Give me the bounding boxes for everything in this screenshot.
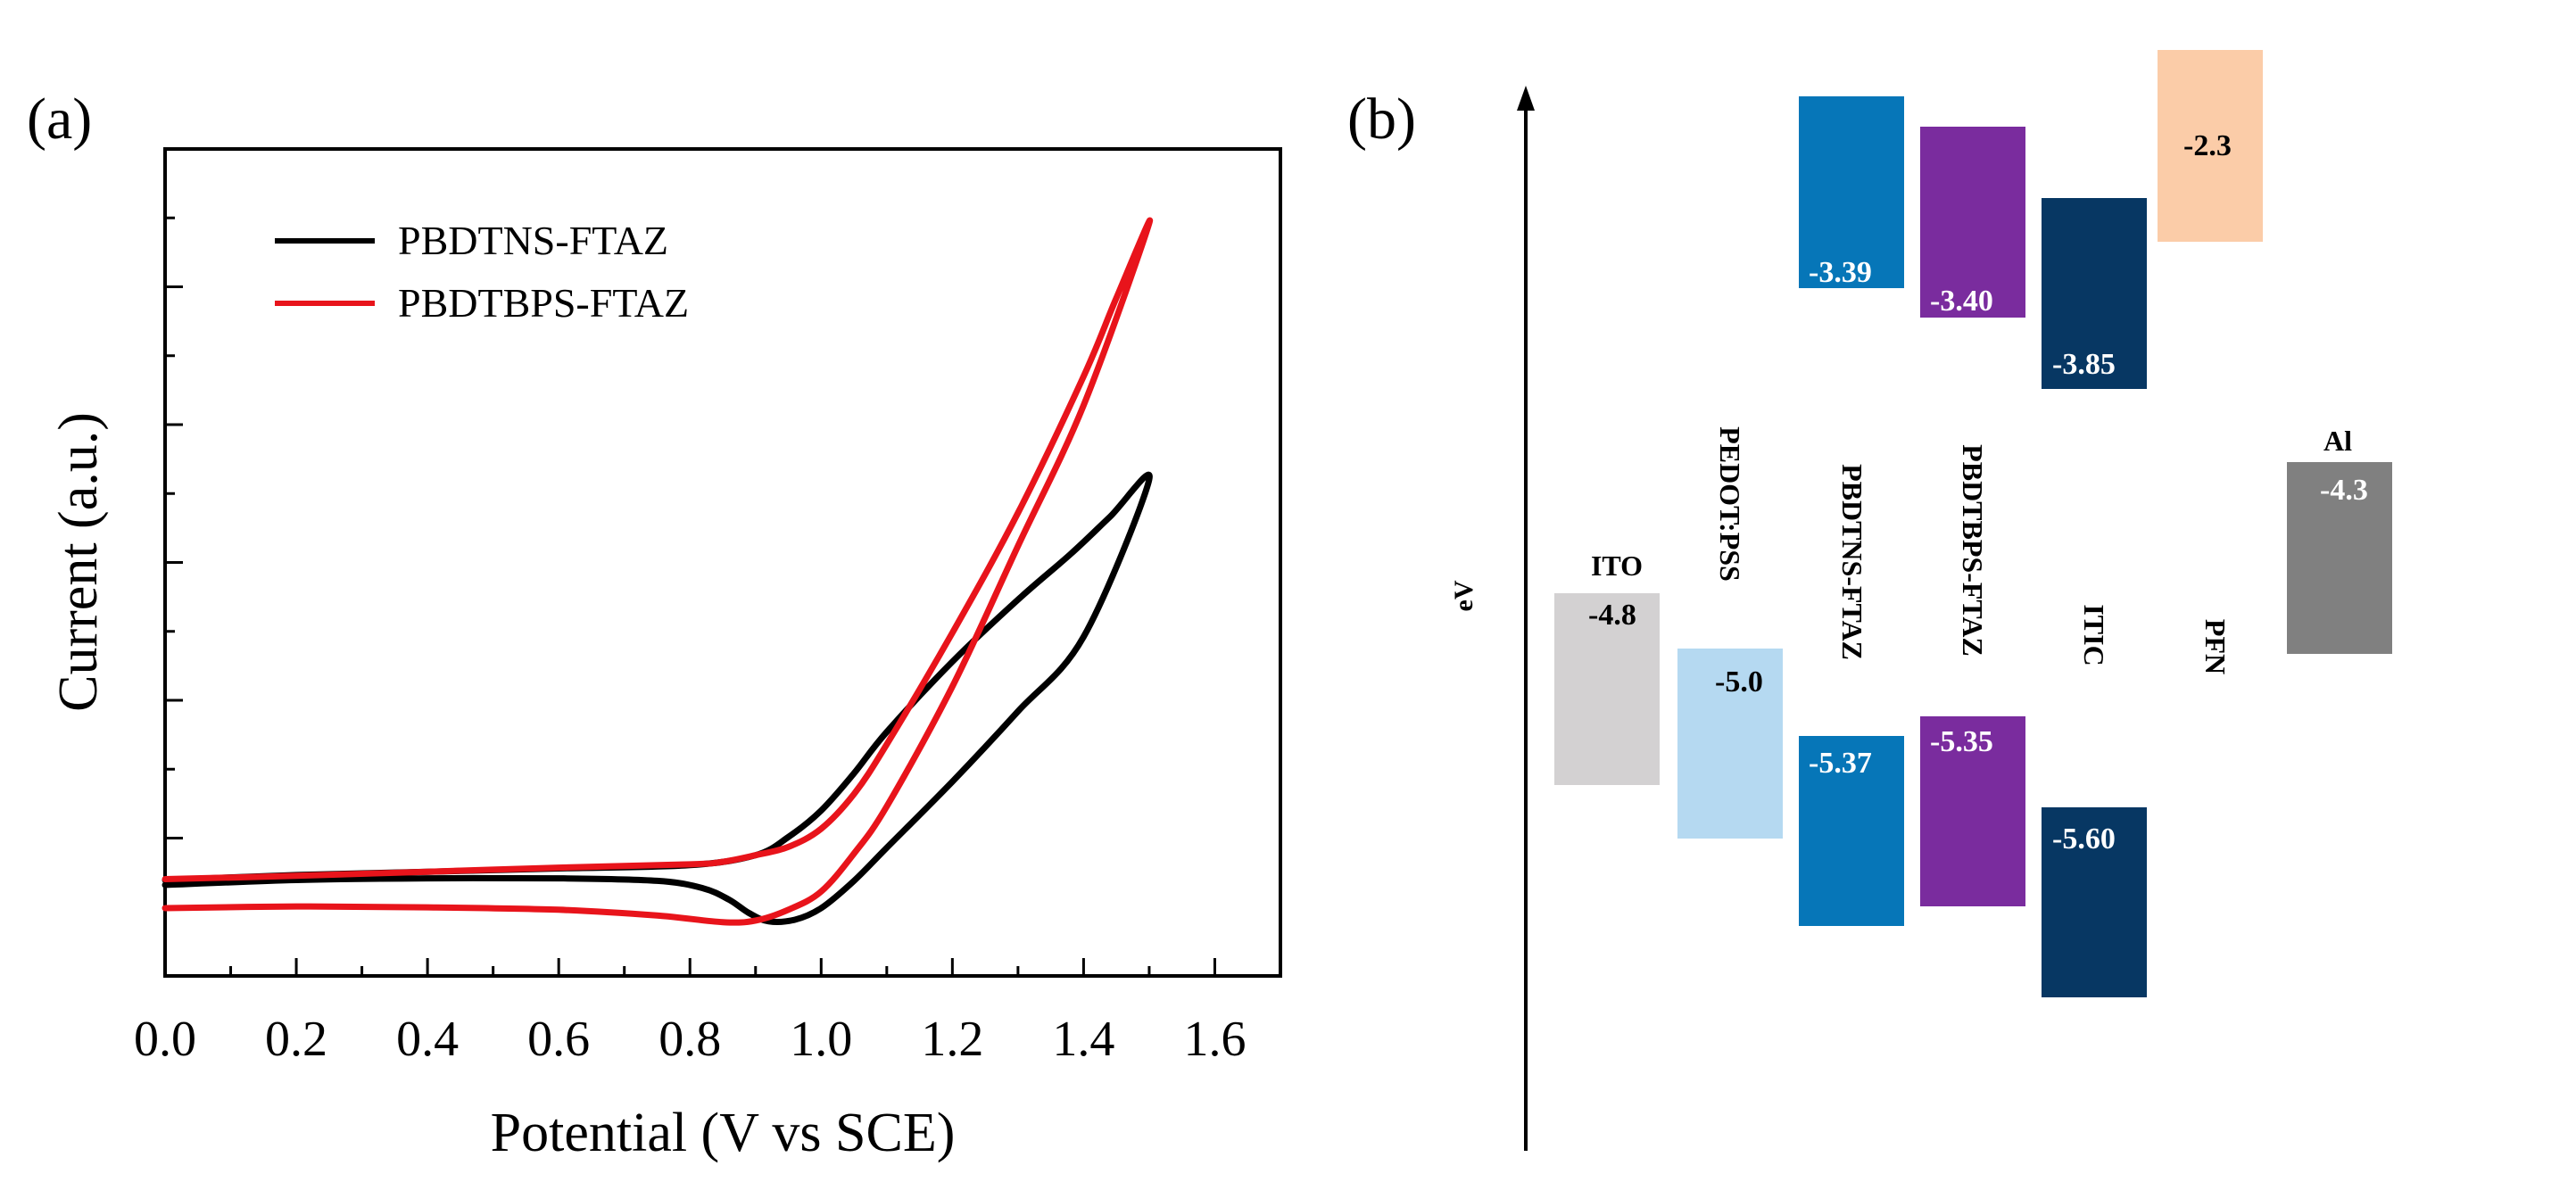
pbdtns-ftaz-lumo-value: -3.39	[1809, 256, 1872, 289]
pbdtbps-ftaz-name: PBDTBPS-FTAZ	[1957, 444, 1989, 657]
y-axis-ticks	[165, 218, 183, 907]
energy-axis-label: eV	[1449, 580, 1479, 611]
level-itic: -3.85 -5.60 ITIC	[2042, 198, 2147, 997]
figure-canvas: (a) 0.0 0.2 0.4 0.6 0.8 1.0 1.2 1.4 1.6 PBDTNS-F…	[0, 0, 2576, 1182]
panel-a-label: (a)	[27, 87, 92, 152]
x-tick-label: 1.4	[1052, 1012, 1114, 1067]
level-pfn: -2.3 PFN	[2158, 50, 2263, 674]
panel-b-label: (b)	[1347, 87, 1416, 152]
x-tick-label: 0.0	[134, 1012, 196, 1067]
al-name: Al	[2323, 425, 2352, 457]
level-ito: -4.8 ITO	[1554, 550, 1660, 785]
pedot-pss-level-value: -5.0	[1715, 665, 1763, 698]
pbdtns-ftaz-homo-value: -5.37	[1809, 747, 1872, 780]
level-pbdtns-ftaz: -3.39 -5.37 PBDTNS-FTAZ	[1799, 96, 1904, 926]
energy-axis-arrow	[1517, 86, 1535, 111]
x-axis-title: Potential (V vs SCE)	[491, 1103, 956, 1163]
itic-homo-value: -5.60	[2052, 822, 2116, 856]
level-al: -4.3 Al	[2287, 425, 2392, 654]
pedot-pss-name: PEDOT:PSS	[1714, 426, 1746, 582]
x-tick-label: 0.8	[658, 1012, 721, 1067]
x-tick-label: 1.2	[921, 1012, 983, 1067]
pbdtbps-ftaz-lumo-value: -3.40	[1930, 285, 1993, 318]
legend: PBDTNS-FTAZ PBDTBPS-FTAZ	[275, 218, 689, 326]
cv-curves	[165, 220, 1150, 922]
plot-frame	[165, 149, 1280, 976]
legend-label-pbdtbps-ftaz: PBDTBPS-FTAZ	[398, 280, 689, 326]
itic-name: ITIC	[2078, 604, 2110, 665]
itic-lumo-value: -3.85	[2052, 348, 2116, 381]
y-axis-title: Current (a.u.)	[48, 412, 109, 712]
x-tick-label: 0.2	[265, 1012, 327, 1067]
pfn-level-value: -2.3	[2183, 129, 2232, 162]
pfn-name: PFN	[2199, 619, 2232, 674]
level-pbdtbps-ftaz: -3.40 -5.35 PBDTBPS-FTAZ	[1920, 127, 2025, 906]
pbdtbps-ftaz-homo-value: -5.35	[1930, 725, 1993, 758]
x-tick-label: 0.6	[527, 1012, 590, 1067]
x-tick-label: 0.4	[396, 1012, 459, 1067]
cyclic-voltammetry-panel: (a) 0.0 0.2 0.4 0.6 0.8 1.0 1.2 1.4 1.6 PBDTNS-F…	[27, 87, 1280, 1163]
ito-level-value: -4.8	[1588, 599, 1636, 632]
cv-curve-pbdtbps-ftaz	[165, 220, 1150, 922]
al-level-value: -4.3	[2320, 474, 2368, 507]
x-tick-label: 1.6	[1183, 1012, 1246, 1067]
ito-name: ITO	[1591, 550, 1643, 582]
legend-label-pbdtns-ftaz: PBDTNS-FTAZ	[398, 218, 668, 263]
energy-level-panel: (b) eV -4.8 ITO -5.0 PEDOT:PSS -3.39 -5.…	[1347, 50, 2392, 1151]
level-pedot-pss: -5.0 PEDOT:PSS	[1677, 426, 1783, 839]
x-tick-label: 1.0	[790, 1012, 852, 1067]
pbdtns-ftaz-name: PBDTNS-FTAZ	[1836, 464, 1868, 660]
